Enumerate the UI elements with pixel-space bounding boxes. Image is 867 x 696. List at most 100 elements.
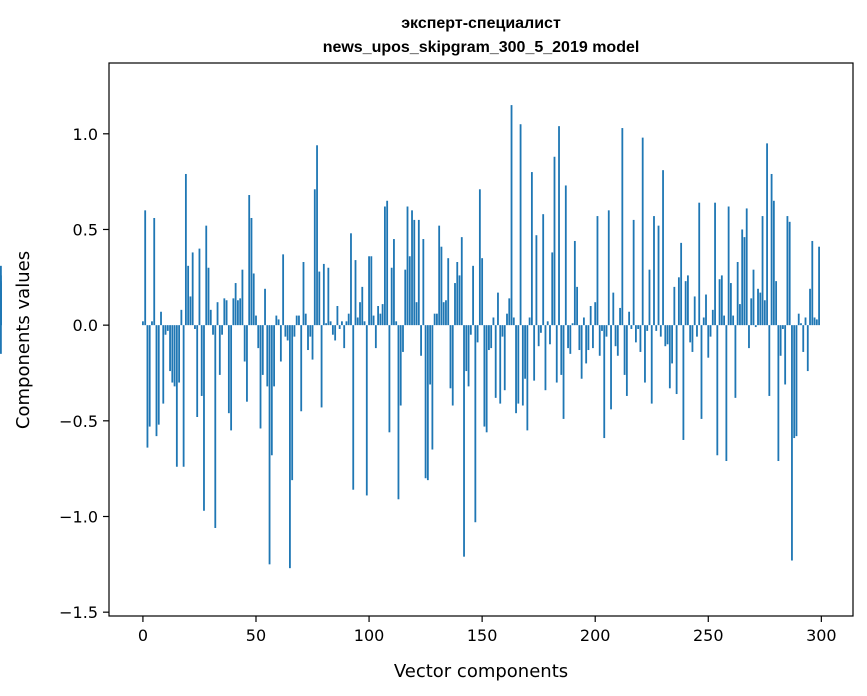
bar (309, 325, 312, 337)
bar (650, 325, 653, 404)
bar (456, 262, 459, 326)
bar (752, 269, 755, 326)
bar (402, 325, 404, 352)
bar (628, 311, 631, 326)
bar (438, 225, 441, 326)
bar (521, 325, 524, 406)
bar (424, 325, 427, 479)
bar (225, 300, 228, 326)
bar (804, 317, 807, 326)
bar (451, 325, 454, 406)
bar (191, 252, 194, 326)
bar (469, 325, 472, 335)
bar (506, 313, 508, 326)
bar (492, 317, 495, 326)
bar (415, 302, 418, 326)
bar (282, 254, 285, 326)
bar (478, 189, 481, 326)
bar (673, 286, 676, 326)
bar (705, 294, 707, 326)
bar (207, 267, 210, 326)
bar (212, 325, 214, 335)
bar (350, 233, 352, 326)
x-tick-label: 300 (806, 626, 837, 645)
bar (659, 325, 662, 337)
y-tick-label: 0.0 (73, 316, 98, 335)
bar (352, 325, 355, 490)
bar (429, 325, 432, 385)
bar (696, 325, 698, 337)
bar (406, 206, 409, 326)
bar (336, 306, 339, 326)
y-axis-label: Components values (13, 251, 34, 429)
bar (146, 325, 149, 448)
bar (711, 309, 714, 326)
bar (449, 325, 452, 389)
bar (169, 325, 171, 372)
bar (791, 325, 793, 561)
bar (205, 225, 208, 326)
bar (510, 105, 513, 326)
bar (474, 325, 477, 523)
bar (377, 306, 380, 326)
bar (275, 315, 278, 326)
bar (365, 325, 368, 496)
bar (549, 325, 551, 345)
bar (623, 325, 626, 375)
bar (537, 325, 540, 347)
bar (485, 325, 488, 433)
bar (687, 275, 689, 326)
bar (331, 325, 334, 335)
bar (750, 298, 753, 326)
bar (616, 325, 619, 356)
bar (411, 210, 413, 326)
bar (488, 325, 490, 351)
bar (530, 172, 533, 326)
bar (379, 313, 382, 326)
bar (298, 315, 300, 326)
bar (302, 262, 305, 326)
bar (354, 260, 357, 326)
chart-title-line2: news_upos_skipgram_300_5_2019 model (323, 39, 640, 56)
bar (166, 325, 169, 331)
bar (426, 325, 429, 481)
bar (273, 325, 275, 387)
bar (802, 325, 805, 352)
bar (779, 325, 782, 356)
bar (743, 237, 746, 326)
bar (621, 128, 624, 326)
bar (625, 325, 628, 396)
bar (196, 325, 199, 417)
bar (585, 325, 588, 364)
bar (741, 229, 744, 326)
bar (596, 216, 599, 326)
bar (594, 302, 597, 326)
y-tick-label: −1.5 (59, 603, 98, 622)
bar (393, 239, 395, 326)
bar (216, 302, 219, 326)
bar (338, 325, 341, 329)
bar (576, 286, 579, 326)
bar (0, 275, 2, 326)
bar (404, 269, 407, 326)
bar (533, 325, 536, 381)
bar (370, 256, 373, 326)
bar (540, 325, 542, 333)
bar (784, 325, 787, 385)
bar (754, 325, 757, 328)
bar (646, 325, 649, 331)
bar (727, 206, 730, 326)
bar (772, 200, 775, 326)
bar (173, 325, 176, 387)
bar (788, 221, 791, 326)
x-tick-label: 200 (580, 626, 611, 645)
bar (160, 311, 162, 326)
bar (151, 321, 153, 326)
bar (239, 298, 242, 326)
bar (800, 323, 802, 326)
bar (644, 325, 646, 383)
bar (171, 325, 174, 383)
bar (524, 325, 526, 379)
